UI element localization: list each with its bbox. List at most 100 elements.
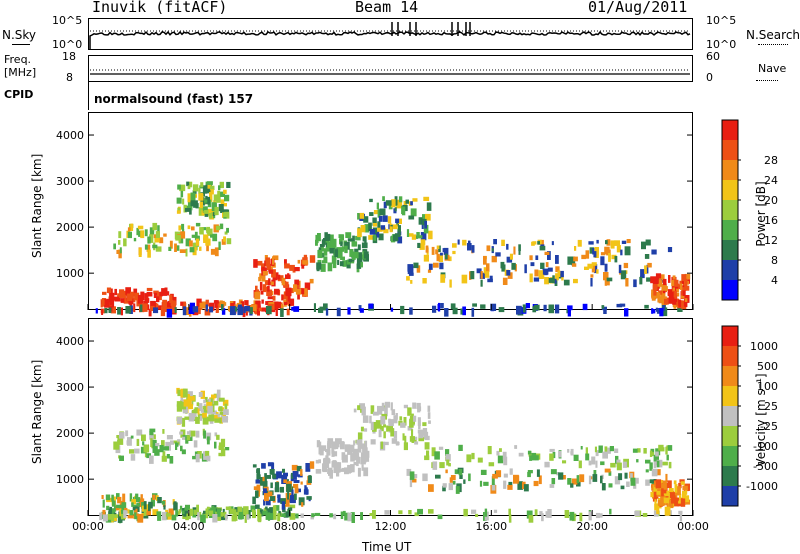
velocity-scatter-cell <box>339 438 342 442</box>
power-scatter-cell <box>662 307 668 317</box>
power-scatter-cell <box>548 304 554 314</box>
power-scatter-cell <box>420 232 427 241</box>
power-ytick-label: 1000 <box>56 267 84 280</box>
velocity-scatter-cell <box>580 446 583 450</box>
power-scatter-cell <box>329 234 334 243</box>
power-scatter-cell <box>175 234 181 241</box>
velocity-scatter-cell <box>314 512 321 516</box>
power-scatter-cell <box>323 238 328 245</box>
power-scatter-cell <box>409 307 413 315</box>
velocity-scatter-cell <box>283 472 288 477</box>
power-scatter-cell <box>414 235 419 239</box>
power-scatter-cell <box>163 233 167 237</box>
power-colorbar-tick-label: 20 <box>764 194 778 207</box>
power-scatter-cell <box>654 281 658 290</box>
power-scatter-cell <box>658 296 664 304</box>
nsky-right-tick-bottom: 10^0 <box>706 38 737 51</box>
power-scatter-cell <box>618 264 622 274</box>
velocity-scatter-cell <box>197 512 200 521</box>
power-scatter-cell <box>359 308 364 313</box>
velocity-scatter-cell <box>258 512 261 518</box>
velocity-scatter-cell <box>388 419 394 427</box>
power-scatter-cell <box>471 245 475 253</box>
power-scatter-cell <box>358 305 362 311</box>
velocity-scatter-cell <box>277 494 280 498</box>
velocity-scatter-cell <box>140 446 146 454</box>
power-scatter-cell <box>253 259 258 268</box>
power-scatter-cell <box>585 250 590 259</box>
power-scatter-cell <box>489 275 493 280</box>
power-scatter-cell <box>511 262 516 270</box>
velocity-scatter-cell <box>187 391 193 399</box>
velocity-scatter-cell <box>578 460 582 469</box>
velocity-scatter-cell <box>116 493 120 500</box>
velocity-scatter-cell <box>283 512 289 518</box>
power-scatter-cell <box>534 269 539 277</box>
power-colorbar-swatch <box>722 260 738 280</box>
power-scatter-cell <box>207 187 211 194</box>
velocity-scatter-cell <box>558 450 562 458</box>
power-scatter-cell <box>680 295 685 299</box>
power-scatter-cell <box>309 278 314 284</box>
velocity-scatter-cell <box>360 426 364 432</box>
power-scatter-cell <box>491 248 494 252</box>
power-scatter-cell <box>388 203 393 210</box>
power-scatter-cell <box>200 182 204 187</box>
power-scatter-cell <box>449 279 452 288</box>
velocity-scatter-cell <box>117 496 122 504</box>
power-scatter-cell <box>174 243 177 252</box>
velocity-scatter-cell <box>571 478 578 485</box>
velocity-scatter-cell <box>579 474 585 483</box>
velocity-scatter-cell <box>259 477 265 486</box>
power-scatter-cell <box>161 306 167 312</box>
power-scatter-cell <box>120 307 123 316</box>
velocity-colorbar-swatch <box>722 426 738 446</box>
velocity-scatter-cell <box>292 471 299 477</box>
velocity-scatter-cell <box>274 482 280 489</box>
power-scatter-cell <box>368 222 372 231</box>
power-scatter-cell <box>398 196 403 203</box>
velocity-scatter-cell <box>180 395 184 404</box>
power-scatter-cell <box>555 255 559 264</box>
power-scatter-cell <box>606 277 613 282</box>
velocity-scatter-cell <box>588 475 592 485</box>
velocity-scatter-cell <box>336 467 340 477</box>
power-scatter-cell <box>625 278 629 287</box>
velocity-scatter-cell <box>212 415 218 422</box>
velocity-scatter-cell <box>203 430 207 439</box>
power-scatter-cell <box>424 220 427 229</box>
velocity-scatter-cell <box>667 480 672 488</box>
power-scatter-cell <box>493 239 497 245</box>
velocity-scatter-cell <box>428 509 434 514</box>
power-scatter-cell <box>514 264 517 272</box>
velocity-scatter-cell <box>437 514 443 520</box>
velocity-scatter-cell <box>637 448 641 453</box>
power-scatter-cell <box>567 307 571 317</box>
power-scatter-cell <box>102 291 107 295</box>
velocity-scatter-cell <box>210 397 213 407</box>
power-scatter-cell <box>554 278 557 284</box>
power-scatter-cell <box>347 307 351 315</box>
power-scatter-cell <box>110 306 116 314</box>
velocity-scatter-cell <box>169 456 174 464</box>
velocity-scatter-cell <box>549 484 555 488</box>
velocity-scatter-cell <box>202 416 209 425</box>
velocity-scatter-cell <box>370 405 375 414</box>
velocity-scatter-cell <box>652 489 659 493</box>
power-scatter-cell <box>487 278 493 283</box>
power-scatter-cell <box>321 252 325 258</box>
power-scatter-cell <box>303 288 308 296</box>
velocity-scatter-cell <box>205 450 210 457</box>
power-scatter-cell <box>448 256 452 262</box>
power-scatter-cell <box>633 279 637 288</box>
power-scatter-cell <box>674 279 679 287</box>
power-scatter-cell <box>194 194 197 198</box>
power-scatter-cell <box>153 290 159 294</box>
velocity-scatter-cell <box>263 488 267 495</box>
power-scatter-cell <box>347 259 351 265</box>
velocity-scatter-cell <box>624 472 628 479</box>
power-scatter-cell <box>195 222 201 227</box>
power-scatter-cell <box>469 271 472 280</box>
power-scatter-cell <box>663 289 666 294</box>
velocity-scatter-cell <box>662 461 668 466</box>
